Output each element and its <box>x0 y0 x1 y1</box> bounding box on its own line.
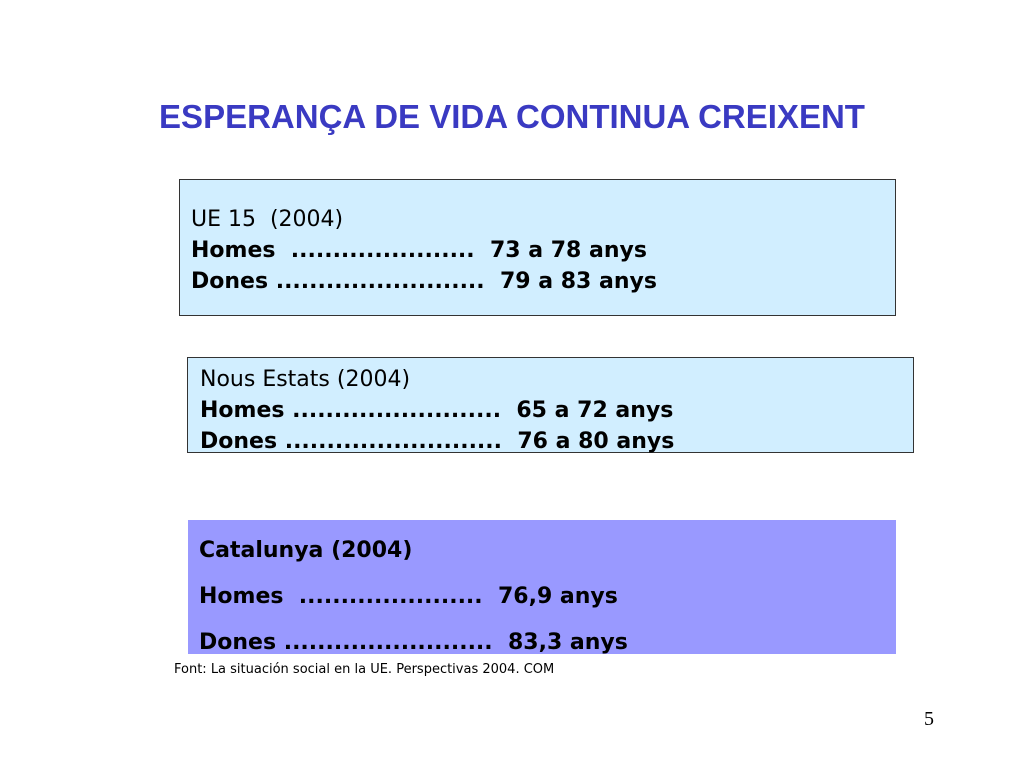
slide-title: ESPERANÇA DE VIDA CONTINUA CREIXENT <box>159 98 865 135</box>
source-note: Font: La situación social en la UE. Pers… <box>174 662 555 677</box>
nous-estats-box: Nous Estats (2004) Homes ...............… <box>187 357 914 454</box>
ue15-homes: Homes ...................... 73 a 78 any… <box>191 238 647 263</box>
ue15-dones: Dones ......................... 79 a 83 … <box>191 269 657 294</box>
catalunya-dones: Dones ......................... 83,3 any… <box>199 630 628 655</box>
ue15-box: UE 15 (2004) Homes .....................… <box>179 179 896 316</box>
catalunya-homes: Homes ...................... 76,9 anys <box>199 584 618 609</box>
nous-estats-dones: Dones .......................... 76 a 80… <box>200 429 675 454</box>
catalunya-heading: Catalunya (2004) <box>199 538 413 563</box>
ue15-heading: UE 15 (2004) <box>191 207 344 232</box>
catalunya-box: Catalunya (2004) Homes .................… <box>188 520 896 655</box>
nous-estats-heading: Nous Estats (2004) <box>200 367 411 392</box>
page-number: 5 <box>924 708 934 730</box>
nous-estats-homes: Homes ......................... 65 a 72 … <box>200 398 674 423</box>
